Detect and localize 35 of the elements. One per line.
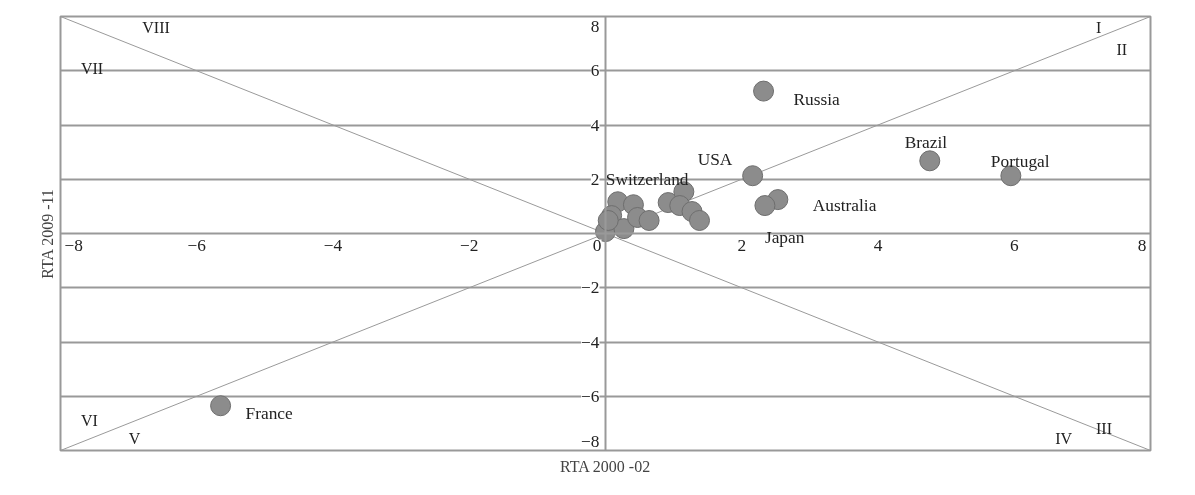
annotation: Russia bbox=[793, 89, 841, 109]
x-tick-label: 0 bbox=[592, 235, 602, 255]
annotation: Australia bbox=[812, 196, 877, 216]
y-tick-label: −4 bbox=[581, 332, 600, 352]
x-tick-label: 2 bbox=[737, 235, 747, 255]
annotation: Switzerland bbox=[605, 170, 689, 190]
y-tick-label: −6 bbox=[581, 386, 600, 406]
y-tick-label: 2 bbox=[590, 169, 600, 189]
y-axis-title: RTA 2009 -11 bbox=[38, 189, 56, 279]
y-tick-label: 4 bbox=[590, 115, 600, 135]
y-tick-label: 6 bbox=[590, 61, 600, 81]
annotation: V bbox=[128, 429, 141, 447]
annotation: I bbox=[1096, 18, 1102, 36]
annotation: VIII bbox=[142, 18, 170, 36]
x-axis-title: RTA 2000 -02 bbox=[559, 457, 651, 475]
x-tick-label: −8 bbox=[64, 235, 83, 255]
x-tick-label: 8 bbox=[1137, 235, 1147, 255]
annotation: Brazil bbox=[904, 133, 948, 153]
x-tick-label: −4 bbox=[323, 235, 343, 255]
y-tick-label: 8 bbox=[590, 16, 600, 36]
annotation: USA bbox=[697, 150, 733, 170]
y-tick-label: −8 bbox=[581, 431, 600, 451]
annotation: VII bbox=[80, 59, 104, 77]
x-tick-label: 4 bbox=[873, 235, 883, 255]
x-tick-label: 6 bbox=[1009, 235, 1019, 255]
annotation: II bbox=[1116, 40, 1128, 58]
x-tick-label: −6 bbox=[187, 235, 207, 255]
annotation: Portugal bbox=[990, 152, 1050, 172]
annotation: France bbox=[245, 404, 294, 424]
y-tick-label: −2 bbox=[581, 278, 600, 298]
annotation: Japan bbox=[764, 228, 805, 248]
annotation: IV bbox=[1055, 429, 1073, 447]
annotation: III bbox=[1096, 420, 1112, 438]
x-tick-label: −2 bbox=[460, 235, 479, 255]
annotation: VI bbox=[80, 412, 98, 430]
